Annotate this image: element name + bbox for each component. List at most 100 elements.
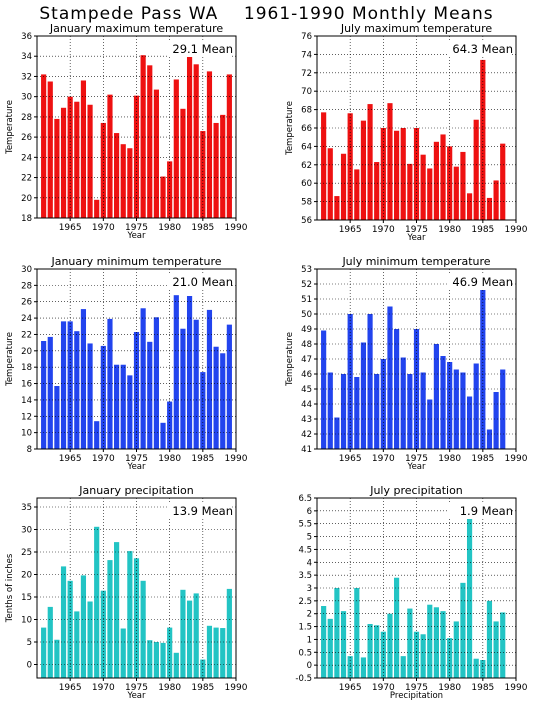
data-bar-1988 (500, 143, 506, 220)
y-tick-label: 62 (301, 161, 312, 171)
data-bar-1982 (180, 328, 186, 449)
y-tick-label: 5.5 (298, 520, 312, 530)
y-tick-label: 68 (301, 106, 312, 116)
y-tick-label: 18 (21, 214, 32, 224)
data-bar-1975 (133, 332, 140, 449)
data-bar-1976 (140, 580, 146, 678)
chart-panel-3: January minimum temperature 8 10 12 14 16 18 20… (5, 255, 248, 472)
data-bar-1981 (453, 369, 459, 449)
y-tick-label: 16 (21, 380, 32, 390)
y-tick-label: 28 (21, 281, 32, 291)
data-bar-1989 (226, 74, 232, 218)
x-tick-label: 1970 (92, 683, 115, 693)
x-tick-label: 1970 (372, 683, 395, 693)
y-tick-label: 49 (301, 325, 312, 335)
mean-label-bg (448, 41, 512, 57)
x-tick-label: 1975 (405, 454, 428, 464)
chart-title: July minimum temperature (341, 255, 490, 268)
y-tick-label: 26 (21, 133, 32, 143)
data-bar-1983 (186, 51, 193, 218)
chart-title: July precipitation (369, 484, 463, 497)
y-axis-label: Temperature (5, 100, 15, 155)
x-axis-label: Year (127, 691, 147, 701)
data-bar-1967 (360, 120, 367, 220)
data-bar-1974 (407, 608, 413, 678)
y-tick-label: 28 (21, 113, 32, 123)
data-bar-1986 (206, 309, 213, 449)
data-bar-1970 (100, 345, 106, 449)
data-bar-1988 (500, 612, 506, 678)
data-bar-1967 (80, 575, 87, 678)
data-bar-1978 (153, 317, 159, 449)
data-bar-1969 (374, 625, 380, 678)
data-bar-1963 (334, 417, 340, 449)
mean-label-bg (168, 503, 232, 519)
data-bar-1962 (327, 148, 333, 220)
data-bar-1988 (220, 353, 226, 449)
y-tick-label: 22 (21, 330, 32, 340)
chart-panel-1: January maximum temperature 18 20 22 24 26 28 3… (5, 22, 248, 241)
x-tick-label: 1980 (438, 683, 461, 693)
data-bar-1982 (460, 372, 466, 449)
y-tick-label: 22 (21, 174, 32, 184)
x-tick-label: 1990 (505, 683, 528, 693)
data-bar-1969 (94, 421, 100, 449)
data-bar-1968 (367, 314, 373, 449)
y-tick-label: 2.5 (298, 597, 312, 607)
y-axis-label: Temperature (5, 332, 15, 387)
data-bar-1987 (493, 621, 499, 678)
data-bar-1983 (186, 296, 193, 449)
mean-label-bg (448, 503, 512, 519)
x-tick-label: 1985 (471, 683, 494, 693)
data-bar-1963 (334, 588, 340, 678)
mean-label: 21.0 Mean (172, 275, 233, 289)
data-bar-1964 (60, 107, 67, 218)
y-tick-label: 36 (21, 32, 32, 42)
data-bar-1978 (153, 642, 159, 678)
data-bar-1982 (180, 108, 186, 218)
x-tick-label: 1980 (158, 223, 181, 233)
data-bar-1969 (374, 162, 380, 220)
mean-label: 64.3 Mean (452, 42, 513, 56)
data-bar-1973 (400, 128, 406, 220)
data-bar-1965 (347, 113, 353, 220)
y-tick-label: 18 (21, 363, 32, 373)
mean-label: 46.9 Mean (452, 275, 513, 289)
y-tick-label: 66 (301, 124, 312, 134)
y-tick-label: 5 (27, 638, 32, 648)
x-tick-label: 1990 (505, 225, 528, 235)
y-tick-label: 58 (301, 198, 312, 208)
y-tick-label: 6 (307, 507, 312, 517)
y-tick-label: 42 (301, 430, 312, 440)
y-tick-label: 30 (21, 265, 32, 275)
data-bar-1973 (400, 656, 406, 678)
x-axis-label: Year (407, 233, 427, 243)
data-bar-1977 (147, 65, 153, 218)
data-bar-1971 (107, 318, 113, 449)
x-tick-label: 1985 (191, 454, 214, 464)
data-bar-1987 (213, 122, 219, 218)
data-bar-1979 (440, 134, 446, 220)
mean-label: 1.9 Mean (460, 504, 513, 518)
y-tick-label: 72 (301, 69, 312, 79)
y-tick-label: 74 (301, 50, 312, 60)
y-axis-label: Temperature (285, 101, 295, 156)
data-bar-1965 (347, 314, 353, 449)
data-bar-1974 (127, 375, 133, 449)
data-bar-1982 (460, 582, 466, 678)
x-tick-label: 1980 (158, 683, 181, 693)
y-tick-label: 25 (21, 548, 32, 558)
data-bar-1961 (41, 341, 47, 449)
y-tick-label: 24 (21, 314, 32, 324)
data-bar-1977 (427, 399, 433, 449)
data-bar-1986 (486, 197, 493, 220)
data-bar-1974 (407, 374, 413, 449)
data-bar-1966 (354, 169, 360, 220)
data-bar-1979 (160, 176, 166, 218)
x-tick-label: 1975 (125, 223, 148, 233)
data-bar-1971 (107, 560, 113, 678)
data-bar-1961 (321, 330, 327, 449)
data-bar-1976 (420, 372, 426, 449)
y-tick-label: 35 (21, 503, 32, 513)
